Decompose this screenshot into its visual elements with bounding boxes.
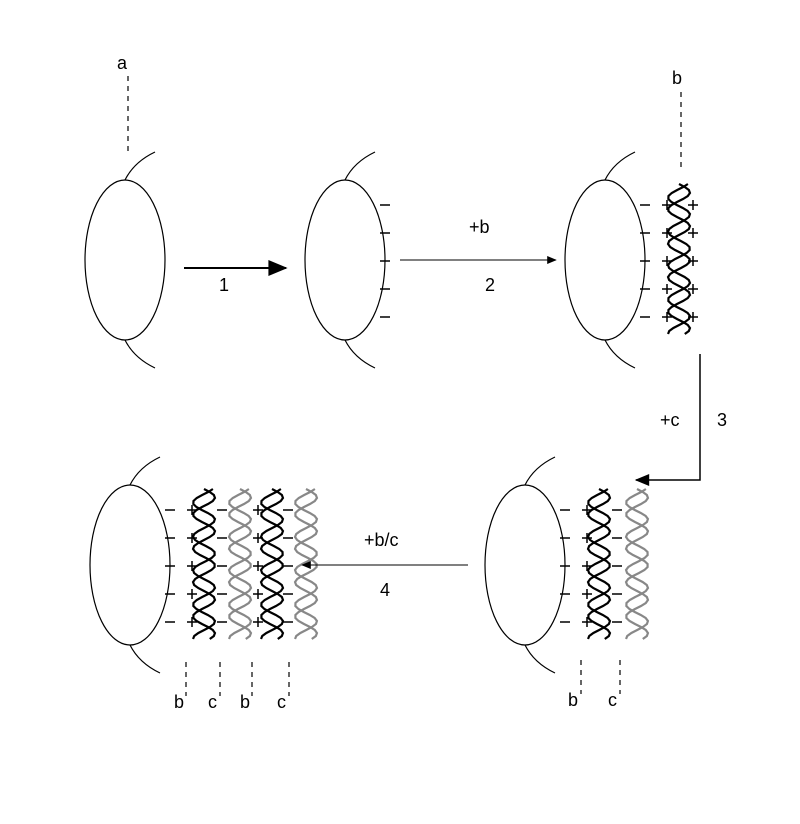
step-2-addb: +b [469,217,490,238]
label-b-top: b [672,68,682,89]
diagram-svg [0,0,800,819]
label-a: a [117,53,127,74]
step-1-number: 1 [219,275,229,296]
diagram-canvas: a b 1 +b 2 +c 3 +b/c 4 b c b c b c [0,0,800,819]
step-4-number: 4 [380,580,390,601]
label-b-botleft-1: b [174,692,184,713]
label-c-botright: c [608,690,617,711]
label-b-botleft-2: b [240,692,250,713]
step-2-number: 2 [485,275,495,296]
label-c-botleft-1: c [208,692,217,713]
step-4-addbc: +b/c [364,530,399,551]
label-c-botleft-2: c [277,692,286,713]
step-3-addc: +c [660,410,680,431]
step-3-number: 3 [717,410,727,431]
label-b-botright: b [568,690,578,711]
